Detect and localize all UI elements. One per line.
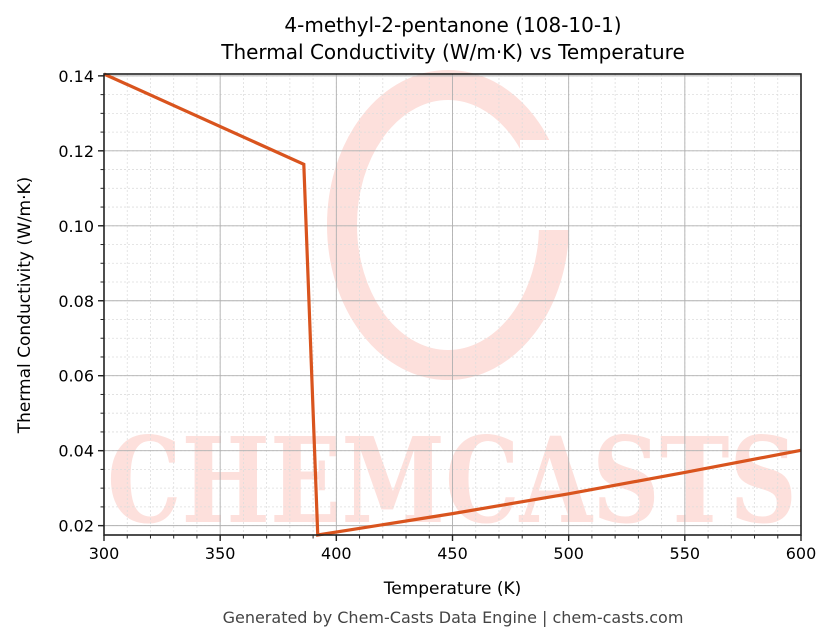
svg-text:0.12: 0.12 bbox=[58, 142, 94, 161]
svg-text:550: 550 bbox=[670, 544, 701, 563]
svg-text:500: 500 bbox=[553, 544, 584, 563]
svg-text:0.10: 0.10 bbox=[58, 217, 94, 236]
y-axis-label: Thermal Conductivity (W/m·K) bbox=[15, 177, 35, 435]
svg-text:600: 600 bbox=[786, 544, 817, 563]
svg-text:CHEMCASTS: CHEMCASTS bbox=[107, 411, 797, 550]
svg-text:0.08: 0.08 bbox=[58, 292, 94, 311]
ticks: 300 350 400 450 500 550 600 0.02 0.04 0.06 0.08 0.1… bbox=[58, 67, 816, 563]
data-line bbox=[103, 72, 802, 537]
footer-credit: Generated by Chem-Casts Data Engine | ch… bbox=[222, 608, 684, 627]
svg-text:0.04: 0.04 bbox=[58, 442, 94, 461]
svg-text:350: 350 bbox=[205, 544, 236, 563]
svg-text:0.14: 0.14 bbox=[58, 67, 94, 86]
svg-text:0.02: 0.02 bbox=[58, 517, 94, 536]
watermark: CHEMCASTS bbox=[107, 70, 797, 550]
svg-text:400: 400 bbox=[321, 544, 352, 563]
x-axis-label: Temperature (K) bbox=[383, 579, 522, 599]
chart-title-line2: Thermal Conductivity (W/m·K) vs Temperat… bbox=[221, 40, 685, 64]
svg-text:0.06: 0.06 bbox=[58, 367, 94, 386]
svg-text:450: 450 bbox=[437, 544, 468, 563]
svg-text:300: 300 bbox=[89, 544, 120, 563]
chart-title-line1: 4-methyl-2-pentanone (108-10-1) bbox=[284, 13, 622, 37]
